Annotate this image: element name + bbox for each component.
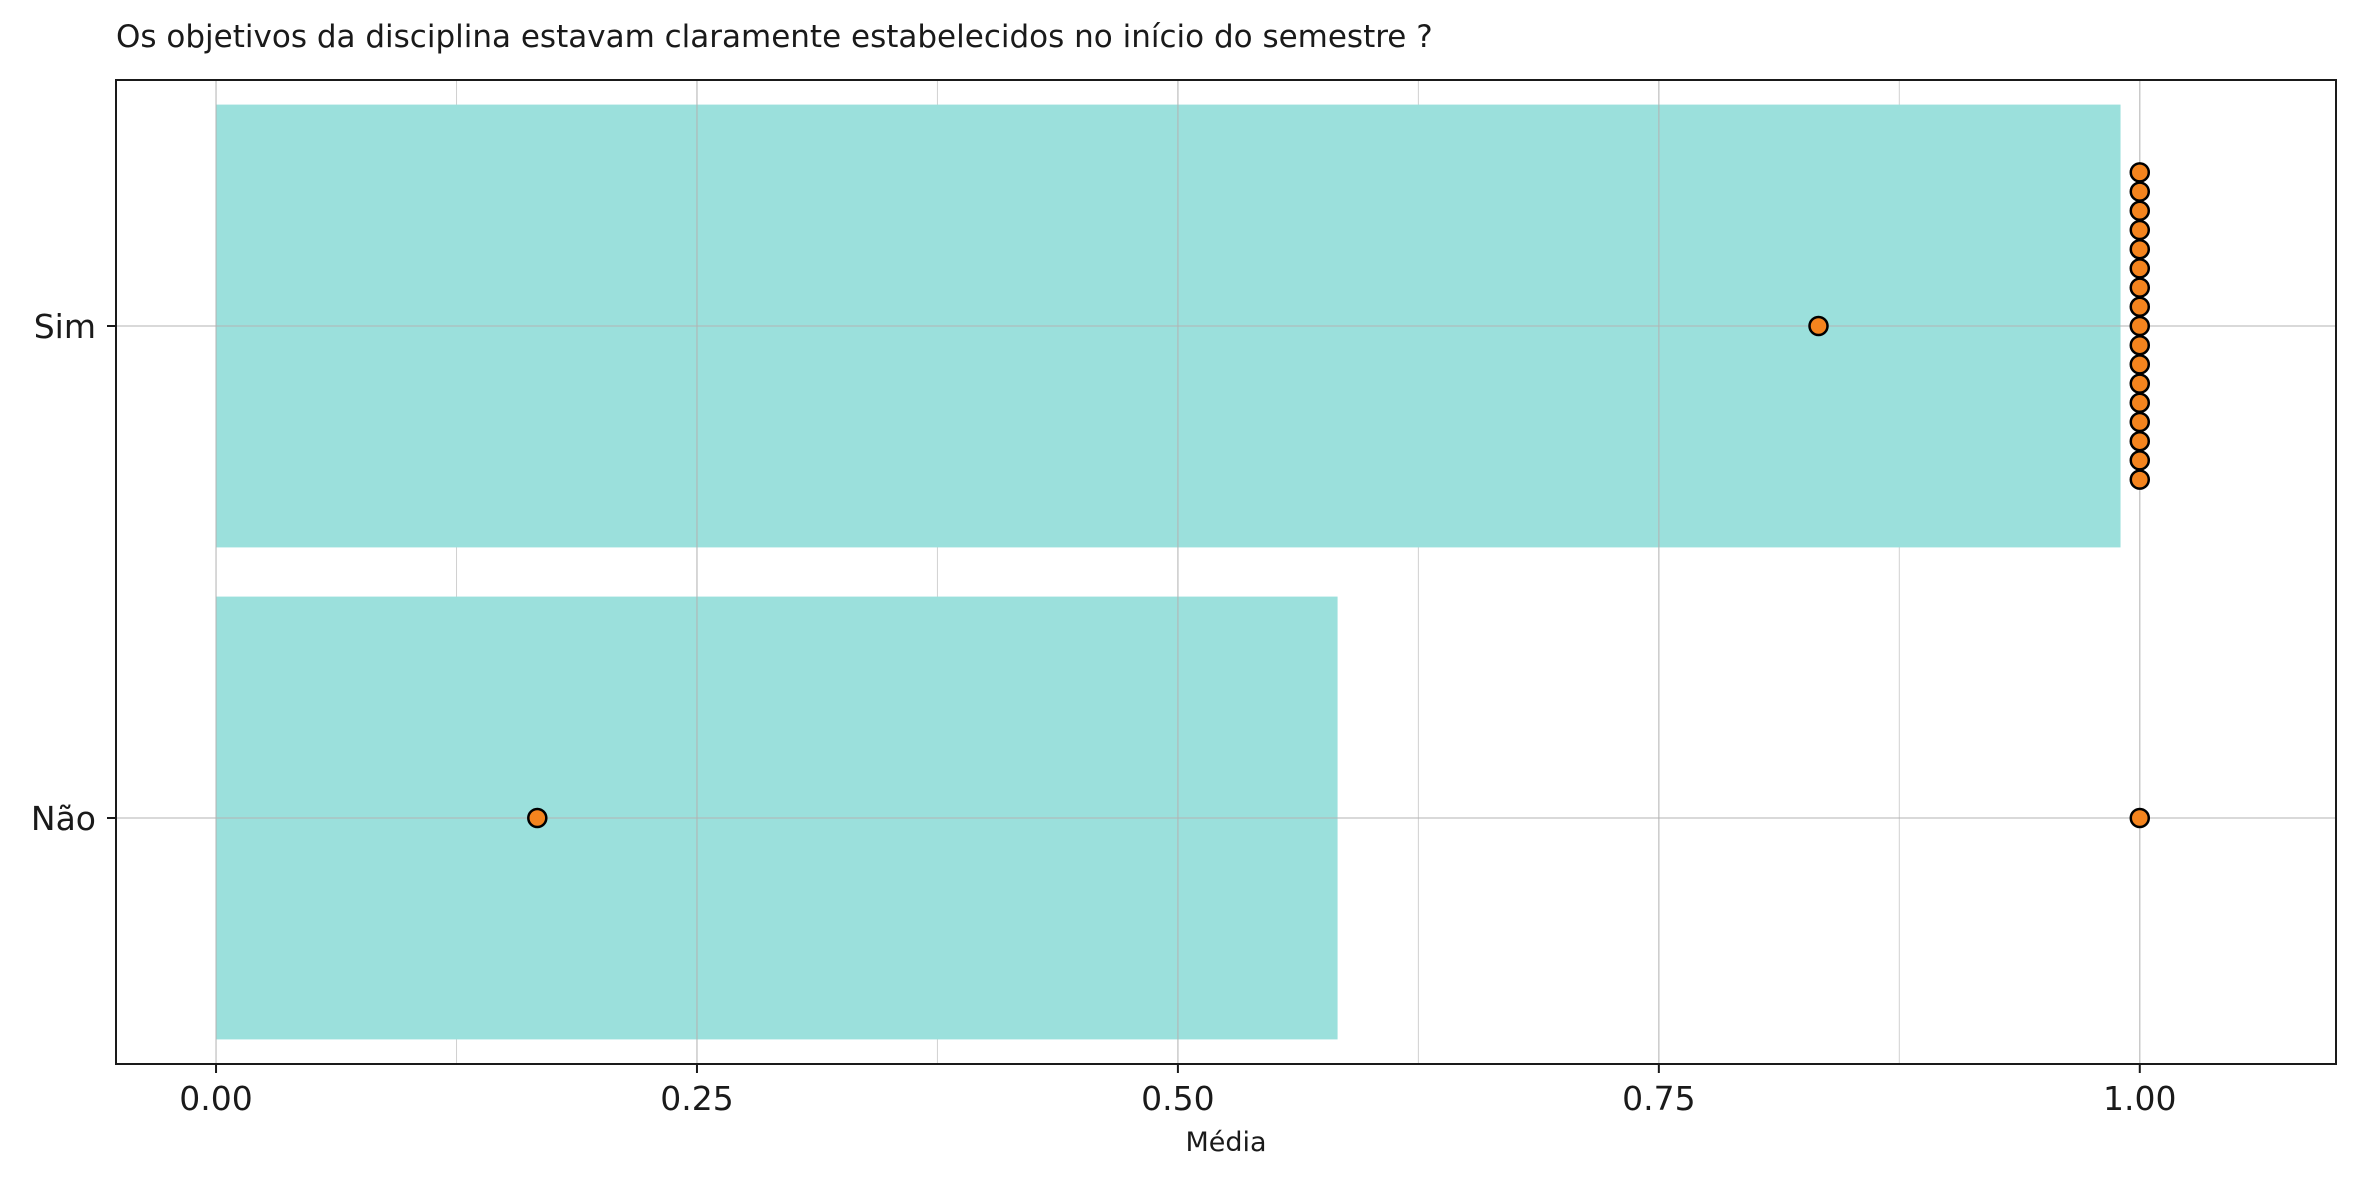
point-19 [2129, 807, 2151, 829]
x-tick-label-1: 0.25 [660, 1079, 733, 1118]
points [527, 162, 2151, 829]
x-axis-title: Média [1185, 1127, 1266, 1158]
point-1 [2129, 162, 2151, 183]
point-14 [2129, 411, 2151, 433]
point-11 [2129, 354, 2151, 375]
x-tick-label-4: 1.00 [2103, 1079, 2176, 1118]
y-tick-label-0: Sim [34, 307, 96, 346]
point-0 [1808, 315, 1829, 337]
major-gridlines [116, 80, 2336, 1064]
x-axis: 0.00 0.25 0.50 0.75 1.00 [179, 1064, 2177, 1118]
x-tick-label-2: 0.50 [1141, 1079, 1214, 1118]
point-16 [2129, 450, 2151, 471]
point-5 [2129, 238, 2151, 260]
point-15 [2129, 430, 2151, 452]
plot-area [115, 79, 2337, 1065]
chart-title: Os objetivos da disciplina estavam clara… [116, 19, 1433, 55]
point-3 [2129, 200, 2151, 222]
point-2 [2129, 181, 2151, 202]
point-12 [2129, 373, 2151, 394]
point-17 [2129, 469, 2151, 490]
point-13 [2129, 392, 2151, 414]
point-7 [2129, 277, 2151, 298]
point-8 [2129, 296, 2151, 318]
point-18 [527, 807, 548, 829]
point-6 [2129, 258, 2151, 279]
point-4 [2129, 219, 2151, 241]
plot-frame [115, 79, 2337, 1065]
point-10 [2129, 334, 2151, 356]
point-9 [2129, 315, 2151, 337]
x-tick-label-0: 0.00 [179, 1079, 252, 1118]
y-tick-label-1: Não [31, 799, 96, 838]
x-tick-label-3: 0.75 [1622, 1079, 1695, 1118]
y-axis: Sim Não [31, 307, 116, 838]
